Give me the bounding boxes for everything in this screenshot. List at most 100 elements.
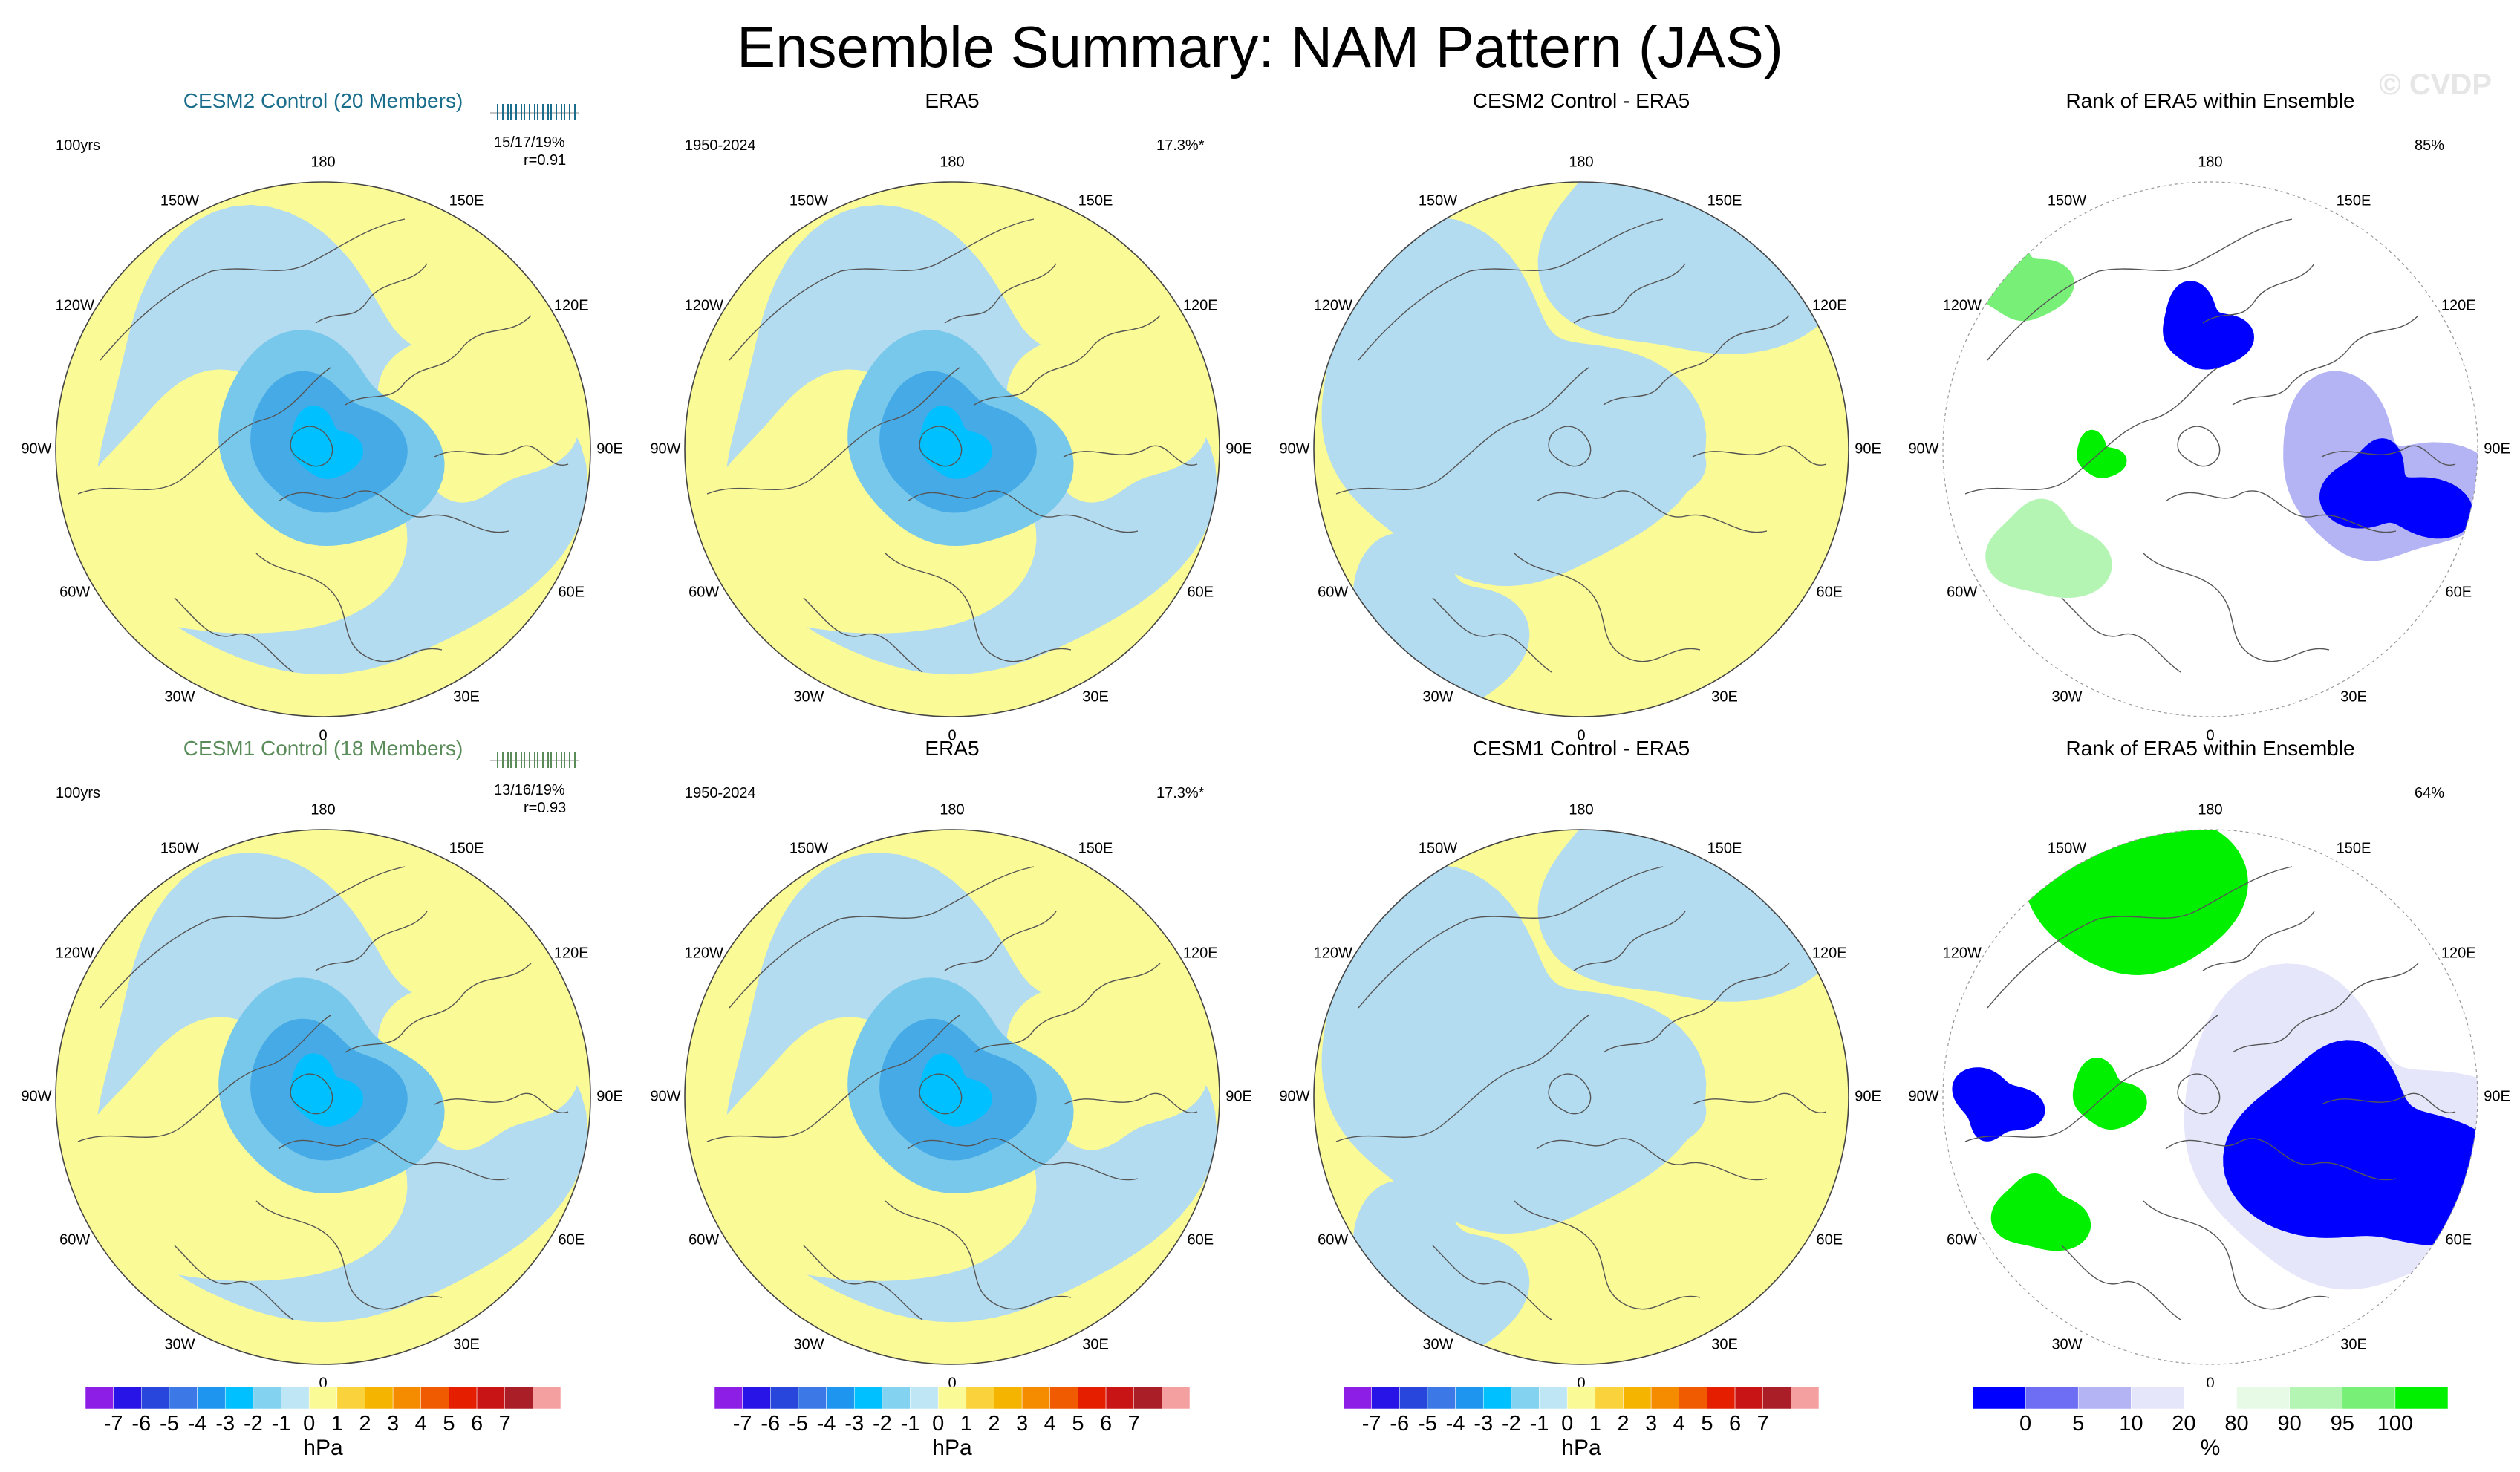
colorbar-swatch (1791, 1386, 1820, 1410)
longitude-label: 120W (684, 297, 723, 314)
longitude-label: 60E (558, 1231, 585, 1248)
colorbar-swatch (1399, 1386, 1428, 1410)
pct-variance-range: 13/16/19% (494, 782, 565, 798)
colorbar-tick-label: -7 (103, 1412, 123, 1436)
longitude-label: 120W (1313, 297, 1352, 314)
positive-anomaly-region (71, 1017, 408, 1281)
colorbar-tick-label: -5 (160, 1412, 179, 1436)
colorbar-unit: hPa (303, 1436, 343, 1460)
colorbar-swatch (2236, 1386, 2290, 1410)
positive-anomaly-region (700, 1017, 1037, 1281)
longitude-label: 180 (2198, 154, 2223, 171)
colorbar-swatch (253, 1386, 281, 1410)
colorbar-tick-label: 10 (2119, 1412, 2143, 1436)
longitude-label: 90E (1225, 1088, 1252, 1105)
longitude-label: 60E (1816, 1231, 1843, 1248)
record-length: 100yrs (56, 137, 101, 154)
longitude-label: 60E (2445, 1231, 2472, 1248)
longitude-label: 30W (2051, 1336, 2083, 1353)
longitude-label: 60E (2445, 584, 2472, 601)
ensemble-tick-strip (490, 104, 579, 120)
colorbar-tick-label: 2 (1617, 1412, 1629, 1436)
longitude-label: 30W (164, 688, 195, 706)
colorbar-swatch (742, 1386, 771, 1410)
longitude-label: 30E (1082, 688, 1109, 706)
colorbar-swatch (2131, 1386, 2184, 1410)
longitude-label: 120E (553, 945, 589, 962)
rank-region (2077, 429, 2127, 478)
colorbar-swatch (197, 1386, 226, 1410)
longitude-label: 30E (2340, 688, 2367, 706)
longitude-label: 60W (1947, 584, 1978, 601)
longitude-label: 120E (2441, 297, 2476, 314)
colorbar-tick-label: 4 (414, 1412, 427, 1436)
colorbar-swatch (1511, 1386, 1540, 1410)
colorbar-tick-label: 1 (960, 1412, 972, 1436)
longitude-label: 180 (310, 801, 336, 818)
colorbar-tick-label: 7 (1127, 1412, 1140, 1436)
colorbar-tick-label: 0 (1561, 1412, 1574, 1436)
longitude-label: 60W (59, 1231, 91, 1248)
rank-region (1952, 1067, 2045, 1142)
colorbar-swatch (1972, 1386, 2026, 1410)
colorbar-swatch (2289, 1386, 2343, 1410)
colorbar-tick-label: 1 (331, 1412, 343, 1436)
panel-title: ERA5 (925, 89, 980, 112)
longitude-label: 30E (453, 1336, 480, 1353)
longitude-label: 30E (1082, 1336, 1109, 1353)
longitude-label: 90W (650, 1088, 681, 1105)
colorbar-swatch (1427, 1386, 1456, 1410)
longitude-label: 150E (1078, 840, 1113, 857)
longitude-label: 150W (789, 192, 829, 209)
colorbar-swatch (281, 1386, 310, 1410)
colorbar-unit: hPa (1561, 1436, 1601, 1460)
colorbar-tick-label: -3 (844, 1412, 865, 1436)
longitude-label: 60E (1187, 1231, 1214, 1248)
colorbar-swatch (882, 1386, 911, 1410)
longitude-label: 90E (596, 440, 623, 457)
colorbar-tick-label: -3 (1474, 1412, 1494, 1436)
map-boundary (55, 181, 591, 717)
rank-region (2023, 830, 2248, 975)
colorbar-tick-label: 3 (1016, 1412, 1029, 1436)
colorbar-tick-label: 90 (2277, 1412, 2302, 1436)
colorbar-swatch (1762, 1386, 1791, 1410)
colorbar-swatch (2342, 1386, 2396, 1410)
colorbar-swatch (224, 1386, 254, 1410)
colorbar-tick-label: 7 (498, 1412, 511, 1436)
pct-variance: 85% (2415, 137, 2445, 154)
colorbar-swatch (476, 1386, 505, 1410)
longitude-label: 90E (2484, 1088, 2510, 1105)
colorbar-tick-label: 0 (932, 1412, 945, 1436)
longitude-label: 60E (558, 584, 585, 601)
colorbar-tick-label: -4 (1445, 1412, 1465, 1436)
colorbar-tick-label: 100 (2377, 1412, 2414, 1436)
colorbar-tick-label: -6 (131, 1412, 152, 1436)
pattern-correlation: r=0.91 (524, 152, 567, 169)
longitude-label: 30W (1422, 1336, 1453, 1353)
colorbar-swatch (1566, 1386, 1596, 1410)
longitude-label: 150W (1418, 840, 1458, 857)
watermark: © CVDP (2379, 68, 2492, 101)
negative-anomaly-region (1586, 1045, 1707, 1153)
colorbar-swatch (714, 1386, 743, 1410)
colorbar-swatch (308, 1386, 338, 1410)
longitude-label: 60W (688, 1231, 720, 1248)
longitude-label: 150W (1418, 192, 1458, 209)
colorbar-tick-label: -2 (243, 1412, 263, 1436)
pct-variance: 64% (2415, 785, 2445, 801)
longitude-label: 60E (1816, 584, 1843, 601)
longitude-label: 30W (793, 1336, 824, 1353)
longitude-label: 150E (1707, 840, 1742, 857)
pct-variance: 17.3%* (1156, 785, 1205, 801)
longitude-label: 150W (160, 192, 200, 209)
longitude-label: 180 (2198, 801, 2223, 818)
